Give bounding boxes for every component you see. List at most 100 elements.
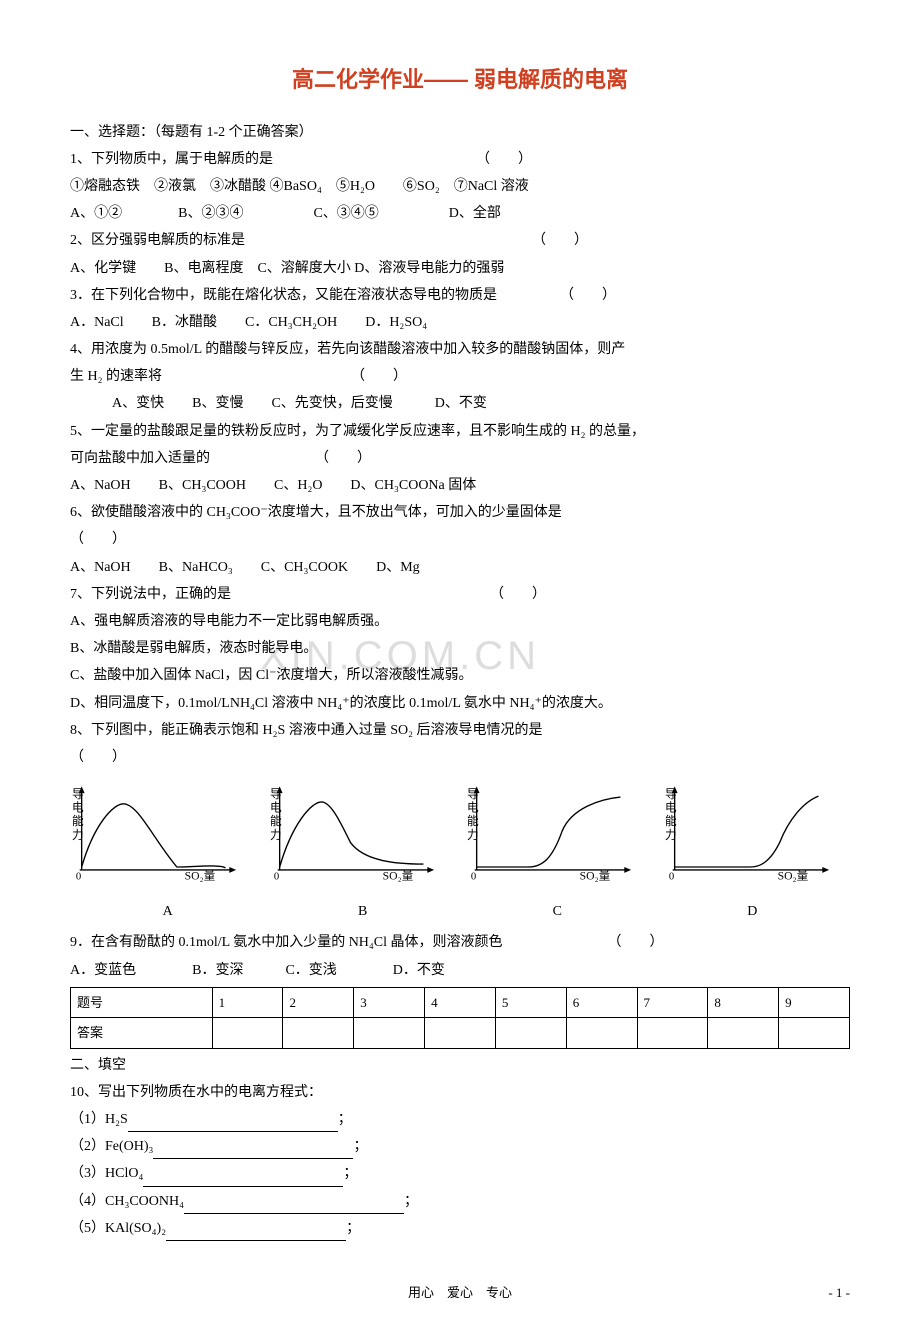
footer-text: 用心 爱心 专心 [408,1285,512,1300]
col-7: 7 [637,987,708,1017]
section-heading-2: 二、填空 [70,1053,850,1078]
ans-4 [425,1018,496,1048]
q5-stem-1: 5、一定量的盐酸跟足量的铁粉反应时，为了减缓化学反应速率，且不影响生成的 H₂ … [70,419,850,444]
x-arrow [625,867,632,873]
q1-stem: 1、下列物质中，属于电解质的是 （ ） [70,147,850,172]
curve-c [477,797,621,867]
q2-stem: 2、区分强弱电解质的标准是 （ ） [70,228,850,253]
blank [166,1223,346,1241]
chart-b: 导 电 能 力 0 SO₂量 [268,778,455,897]
x-label: SO₂量 [382,870,413,883]
section-heading-1: 一、选择题：（每题有 1-2 个正确答案） [70,120,850,145]
x-label: SO₂量 [185,870,216,883]
chart-d: 导 电 能 力 0 SO₂量 [663,778,850,897]
blank [143,1169,343,1187]
col-1: 1 [212,987,283,1017]
chart-labels: A B C D [70,899,850,924]
ans-7 [637,1018,708,1048]
q1-opts: A、①② B、②③④ C、③④⑤ D、全部 [70,201,850,226]
q10-2-label: （2）Fe(OH)₃ [70,1139,153,1154]
x-arrow [229,867,236,873]
q10-3: （3）HClO₄； [70,1161,850,1186]
col-6: 6 [566,987,637,1017]
q5-stem-2-text: 可向盐酸中加入适量的 [70,451,210,466]
col-4: 4 [425,987,496,1017]
q10-5: （5）KAl(SO₄)₂； [70,1216,850,1241]
q10-stem: 10、写出下列物质在水中的电离方程式： [70,1080,850,1105]
col-3: 3 [354,987,425,1017]
ans-3 [354,1018,425,1048]
q7-c: C、盐酸中加入固体 NaCl，因 Cl⁻浓度增大，所以溶液酸性减弱。 [70,663,850,688]
col-8: 8 [708,987,779,1017]
chart-label-a: A [163,899,173,924]
col-9: 9 [779,987,850,1017]
q10-3-label: （3）HClO₄ [70,1166,143,1181]
q3-opts: A．NaCl B．冰醋酸 C．CH₃CH₂OH D．H₂SO₄ [70,310,850,335]
q7-b: B、冰醋酸是弱电解质，液态时能导电。 [70,636,850,661]
chart-row: 导 电 能 力 0 SO₂量 导 电 能 力 0 SO₂量 [70,778,850,897]
q8-stem-1: 8、下列图中，能正确表示饱和 H₂S 溶液中通入过量 SO₂ 后溶液导电情况的是 [70,718,850,743]
q6-stem-1: 6、欲使醋酸溶液中的 CH₃COO⁻浓度增大，且不放出气体，可加入的少量固体是 [70,500,850,525]
chart-a: 导 电 能 力 0 SO₂量 [70,778,257,897]
page-number: - 1 - [828,1281,850,1304]
curve-d [674,796,818,867]
q9-stem: 9．在含有酚酞的 0.1mol/L 氨水中加入少量的 NH₄Cl 晶体，则溶液颜… [70,930,850,955]
col-5: 5 [495,987,566,1017]
ans-2 [283,1018,354,1048]
q7-stem: 7、下列说法中，正确的是 （ ） [70,582,850,607]
table-row: 答案 [71,1018,850,1048]
q5-stem-2: 可向盐酸中加入适量的 （ ） [70,446,850,471]
chart-label-c: C [553,899,562,924]
x-arrow [427,867,434,873]
x-label: SO₂量 [777,870,808,883]
blank [153,1142,353,1160]
chart-b-svg: 导 电 能 力 0 SO₂量 [268,778,438,888]
q4-opts: A、变快 B、变慢 C、先变快，后变慢 D、不变 [70,391,850,416]
q10-5-label: （5）KAl(SO₄)₂ [70,1221,166,1236]
q3-stem-text: 3．在下列化合物中，既能在熔化状态，又能在溶液状态导电的物质是 [70,288,497,303]
ans-6 [566,1018,637,1048]
table-row: 题号 1 2 3 4 5 6 7 8 9 [71,987,850,1017]
q6-opts: A、NaOH B、NaHCO₃ C、CH₃COOK D、Mg [70,555,850,580]
x-label: SO₂量 [580,870,611,883]
q3-stem: 3．在下列化合物中，既能在熔化状态，又能在溶液状态导电的物质是 （ ） [70,283,850,308]
q4-stem-2-text: 生 H₂ 的速率将 [70,369,162,384]
answer-table: 题号 1 2 3 4 5 6 7 8 9 答案 [70,987,850,1049]
blank [128,1114,338,1132]
chart-a-svg: 导 电 能 力 0 SO₂量 [70,778,240,888]
origin: 0 [669,871,674,883]
chart-c-svg: 导 电 能 力 0 SO₂量 [465,778,635,888]
chart-label-b: B [358,899,367,924]
page-title: 高二化学作业—— 弱电解质的电离 [70,60,850,100]
q10-1: （1）H₂S； [70,1107,850,1132]
q2-stem-text: 2、区分强弱电解质的标准是 [70,233,245,248]
q4-stem-1: 4、用浓度为 0.5mol/L 的醋酸与锌反应，若先向该醋酸溶液中加入较多的醋酸… [70,337,850,362]
footer: 用心 爱心 专心 - 1 - [70,1281,850,1304]
q5-opts: A、NaOH B、CH₃COOH C、H₂O D、CH₃COONa 固体 [70,473,850,498]
blank [184,1196,404,1214]
ans-8 [708,1018,779,1048]
q10-1-label: （1）H₂S [70,1112,128,1127]
q1-items: ①熔融态铁 ②液氯 ③冰醋酸 ④BaSO₄ ⑤H₂O ⑥SO₂ ⑦NaCl 溶液 [70,174,850,199]
col-2: 2 [283,987,354,1017]
ans-9 [779,1018,850,1048]
q1-stem-text: 1、下列物质中，属于电解质的是 [70,152,273,167]
q7-d: D、相同温度下，0.1mol/LNH₄Cl 溶液中 NH₄⁺的浓度比 0.1mo… [70,691,850,716]
origin: 0 [471,871,476,883]
x-arrow [822,867,829,873]
chart-d-svg: 导 电 能 力 0 SO₂量 [663,778,833,888]
q9-opts: A．变蓝色 B．变深 C．变浅 D．不变 [70,958,850,983]
ans-1 [212,1018,283,1048]
q6-stem-2: （ ） [70,527,850,552]
ans-5 [495,1018,566,1048]
q7-a: A、强电解质溶液的导电能力不一定比弱电解质强。 [70,609,850,634]
q9-stem-text: 9．在含有酚酞的 0.1mol/L 氨水中加入少量的 NH₄Cl 晶体，则溶液颜… [70,935,503,950]
q10-4-label: （4）CH₃COONH₄ [70,1194,184,1209]
row-label: 答案 [71,1018,213,1048]
q10-4: （4）CH₃COONH₄； [70,1189,850,1214]
q10-2: （2）Fe(OH)₃； [70,1134,850,1159]
origin: 0 [273,871,278,883]
q4-stem-2: 生 H₂ 的速率将 （ ） [70,364,850,389]
q7-stem-text: 7、下列说法中，正确的是 [70,587,231,602]
origin: 0 [76,871,81,883]
